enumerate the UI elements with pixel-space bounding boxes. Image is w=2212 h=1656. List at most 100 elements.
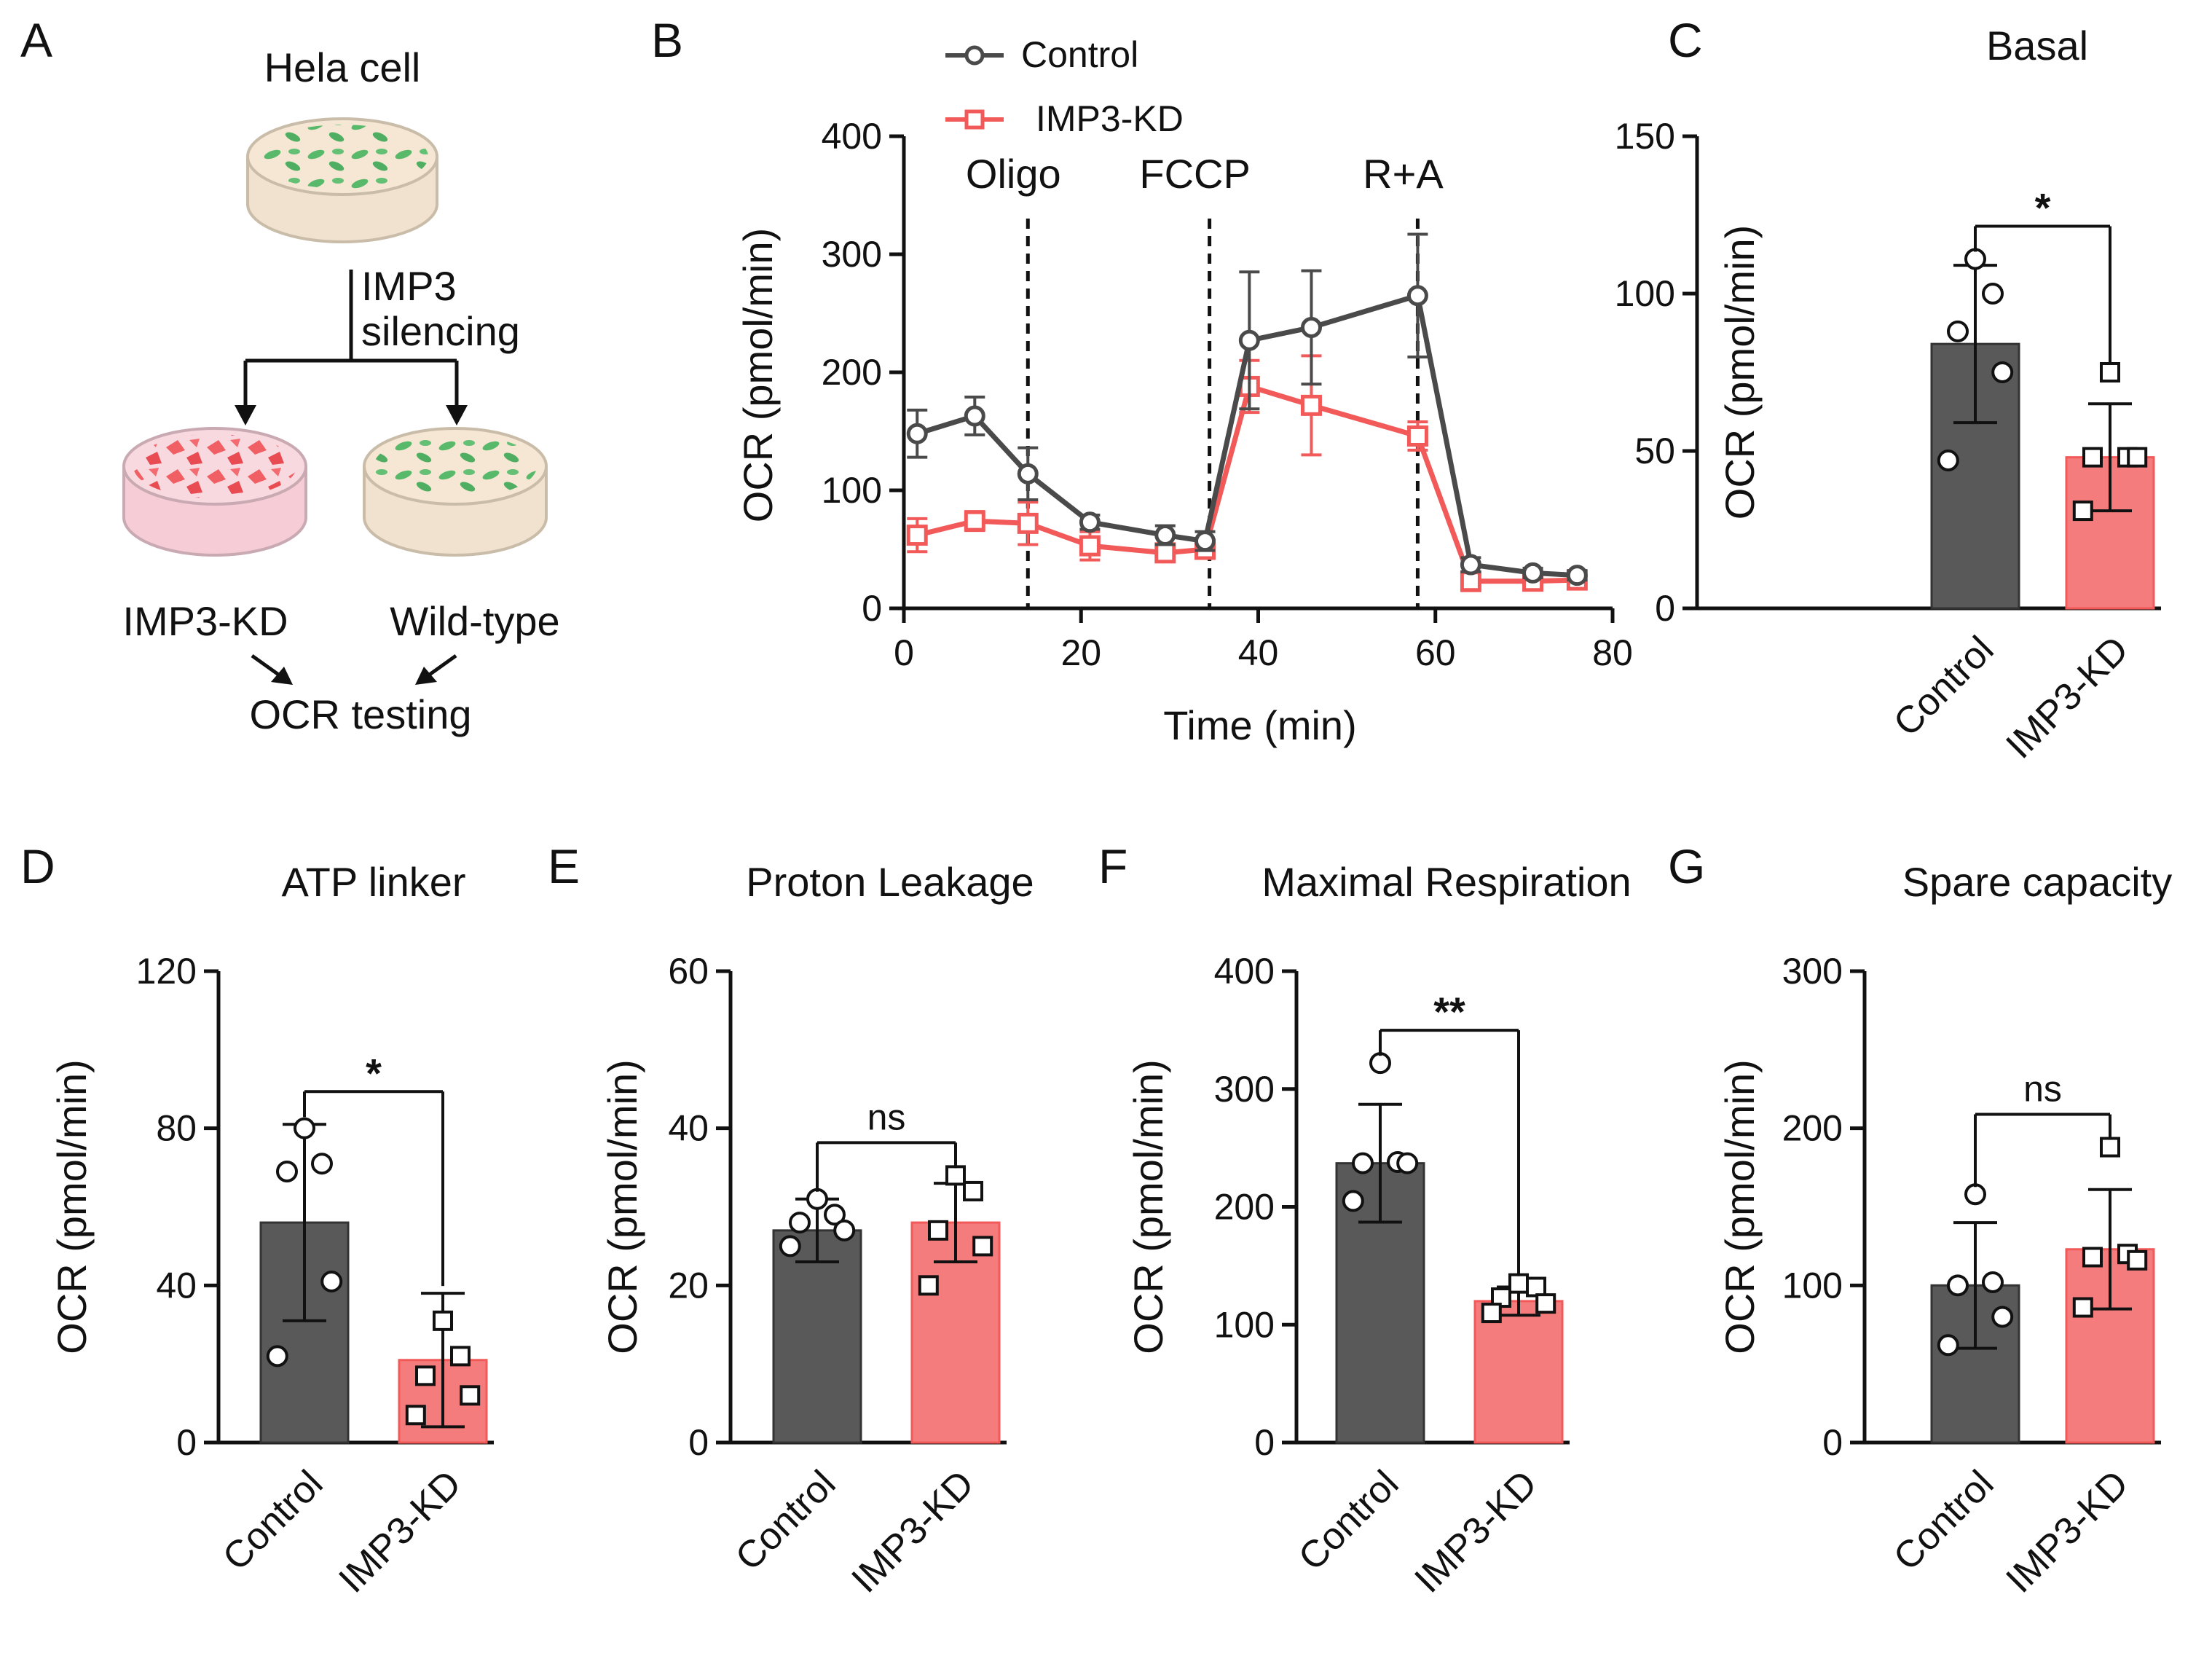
point-control xyxy=(789,1212,811,1234)
panel-letter-e: E xyxy=(548,839,580,893)
maximal-respiration-bar-chart: 0 100 200 300 400 Maximal Respiration OCR (pmo… xyxy=(1125,859,1632,1601)
ytick-label: 120 xyxy=(136,951,197,992)
panel-a-schematic: Hela cell IMP3 silencing IMP3-KD Wild-ty… xyxy=(122,44,560,737)
point-imp3-kd xyxy=(2072,1297,2093,1318)
data-point-control xyxy=(1238,329,1260,351)
chart-b-ytick-label: 0 xyxy=(862,588,882,629)
point-imp3-kd xyxy=(1526,1276,1546,1298)
significance-label: * xyxy=(366,1050,382,1096)
point-control xyxy=(1342,1190,1364,1212)
point-control xyxy=(833,1219,856,1241)
injection-label: FCCP xyxy=(1139,151,1250,197)
chart-b-xtick-label: 20 xyxy=(1060,632,1101,673)
point-control xyxy=(320,1270,343,1292)
legend-marker-imp3-kd xyxy=(964,109,985,130)
point-control xyxy=(1352,1152,1374,1174)
ytick-label: 50 xyxy=(1634,431,1675,471)
data-point-imp3-kd xyxy=(1079,535,1101,557)
culture-dish-wildtype-icon xyxy=(363,427,548,557)
category-label-control: Control xyxy=(728,1462,844,1579)
silencing-label: silencing xyxy=(361,308,520,354)
point-control xyxy=(1947,320,1969,342)
chart-b-xlabel: Time (min) xyxy=(1163,702,1356,748)
panel-letter-b: B xyxy=(651,13,683,67)
data-point-control xyxy=(1079,511,1101,533)
hela-cell-label: Hela cell xyxy=(264,44,421,90)
ytick-label: 100 xyxy=(1615,273,1675,314)
chart-title: Proton Leakage xyxy=(746,859,1034,905)
chart-title: Basal xyxy=(1986,23,2088,68)
imp3-kd-label: IMP3-KD xyxy=(122,598,288,644)
atp-linker-bar-chart: 0 40 80 120 ATP linker OCR (pmol/min) Control I… xyxy=(49,859,494,1601)
legend-imp3-kd-label: IMP3-KD xyxy=(1036,98,1184,139)
point-control xyxy=(1964,248,1986,270)
point-imp3-kd xyxy=(433,1310,453,1331)
injection-label: R+A xyxy=(1363,151,1444,197)
legend-marker-control xyxy=(964,45,985,66)
ocr-timecourse-chart: Control IMP3-KD 0 100 200 300 400 0 20 40 60 80 O… xyxy=(735,34,1633,748)
category-label-control: Control xyxy=(1886,628,2002,745)
data-point-imp3-kd xyxy=(1300,394,1322,416)
category-label-imp3-kd: IMP3-KD xyxy=(1998,1462,2136,1601)
data-point-control xyxy=(964,405,985,427)
ytick-label: 0 xyxy=(1655,588,1675,629)
point-control xyxy=(1396,1152,1419,1174)
chart-b-axes: 0 100 200 300 400 0 20 40 60 80 xyxy=(822,116,1633,673)
ytick-label: 300 xyxy=(1214,1069,1275,1110)
ytick-label: 400 xyxy=(1214,951,1275,992)
category-label-control: Control xyxy=(215,1462,331,1579)
ocr-testing-label: OCR testing xyxy=(250,691,472,737)
y-axis-label: OCR (pmol/min) xyxy=(1125,1059,1171,1354)
chart-b-ytick-label: 200 xyxy=(822,352,882,393)
ytick-label: 0 xyxy=(1822,1422,1843,1463)
ytick-label: 0 xyxy=(1254,1422,1275,1463)
panel-letter-f: F xyxy=(1098,839,1127,893)
point-control xyxy=(1982,1271,2004,1294)
ytick-label: 20 xyxy=(668,1265,709,1306)
data-point-control xyxy=(1154,525,1176,546)
data-point-imp3-kd xyxy=(1017,512,1039,534)
chart-b-xtick-label: 60 xyxy=(1415,632,1456,673)
y-axis-label: OCR (pmol/min) xyxy=(49,1059,95,1354)
point-control xyxy=(1369,1052,1391,1075)
point-imp3-kd xyxy=(2127,1249,2148,1271)
point-imp3-kd xyxy=(1535,1293,1556,1314)
culture-dish-knockdown-icon xyxy=(122,427,307,557)
chart-title: Spare capacity xyxy=(1902,859,2172,905)
chart-title: Maximal Respiration xyxy=(1262,859,1631,905)
ytick-label: 200 xyxy=(1782,1108,1843,1149)
basal-bar-chart: 0 50 100 150 Basal OCR (pmol/min) ControlIMP3-… xyxy=(1615,23,2161,767)
significance-label: ns xyxy=(867,1096,906,1137)
data-point-control xyxy=(1300,316,1322,338)
ytick-label: 0 xyxy=(176,1422,197,1463)
point-imp3-kd xyxy=(1481,1303,1502,1324)
bar-imp3-kd xyxy=(1473,1300,1564,1444)
point-control xyxy=(1947,1274,1969,1297)
point-imp3-kd xyxy=(963,1180,983,1201)
point-imp3-kd xyxy=(945,1165,966,1186)
chart-b-ytick-label: 400 xyxy=(822,116,882,157)
category-label-imp3-kd: IMP3-KD xyxy=(843,1462,982,1601)
data-point-control xyxy=(1460,554,1481,576)
point-imp3-kd xyxy=(460,1385,481,1406)
point-control xyxy=(806,1188,828,1210)
category-label-control: Control xyxy=(1291,1462,1407,1579)
data-point-imp3-kd xyxy=(964,510,985,532)
significance-label: ** xyxy=(1433,989,1465,1035)
ytick-label: 150 xyxy=(1615,116,1675,157)
point-imp3-kd xyxy=(2100,1137,2120,1158)
chart-title: ATP linker xyxy=(281,859,465,905)
point-imp3-kd xyxy=(918,1275,939,1296)
spare-capacity-bar-chart: 0 100 200 300 Spare capacity OCR (pmol/min) Co… xyxy=(1717,859,2172,1601)
data-point-imp3-kd xyxy=(1406,425,1428,447)
injection-label: Oligo xyxy=(966,151,1061,197)
point-control xyxy=(1964,1183,1986,1206)
point-control xyxy=(824,1204,846,1226)
culture-dish-hela-icon xyxy=(246,117,438,243)
point-imp3-kd xyxy=(928,1220,948,1241)
panel-letter-a: A xyxy=(20,13,52,67)
significance-label: * xyxy=(2035,184,2051,230)
ytick-label: 100 xyxy=(1214,1304,1275,1345)
imp3-label: IMP3 xyxy=(361,263,457,309)
